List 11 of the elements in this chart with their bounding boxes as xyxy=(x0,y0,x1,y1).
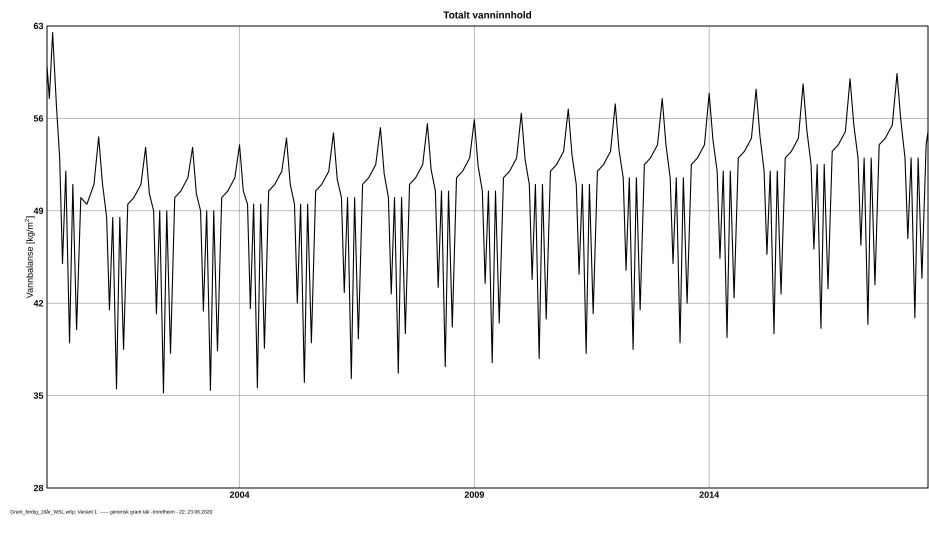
y-axis-title: Vannbalanse [kg/m$^{2}$] xyxy=(24,216,35,298)
x-tick-label: 2014 xyxy=(700,492,720,498)
y-tick-label: 63 xyxy=(34,22,44,30)
chart-title: Totalt vanninnhold xyxy=(443,11,532,18)
y-tick-label: 28 xyxy=(34,484,44,492)
x-tick-label: 2004 xyxy=(230,492,250,498)
y-tick-label: 35 xyxy=(34,392,44,399)
y-tick-label: 56 xyxy=(34,115,44,122)
y-tick-label: 42 xyxy=(34,300,44,306)
x-tick-label: 2009 xyxy=(464,492,484,498)
y-tick-label: 49 xyxy=(34,208,44,214)
